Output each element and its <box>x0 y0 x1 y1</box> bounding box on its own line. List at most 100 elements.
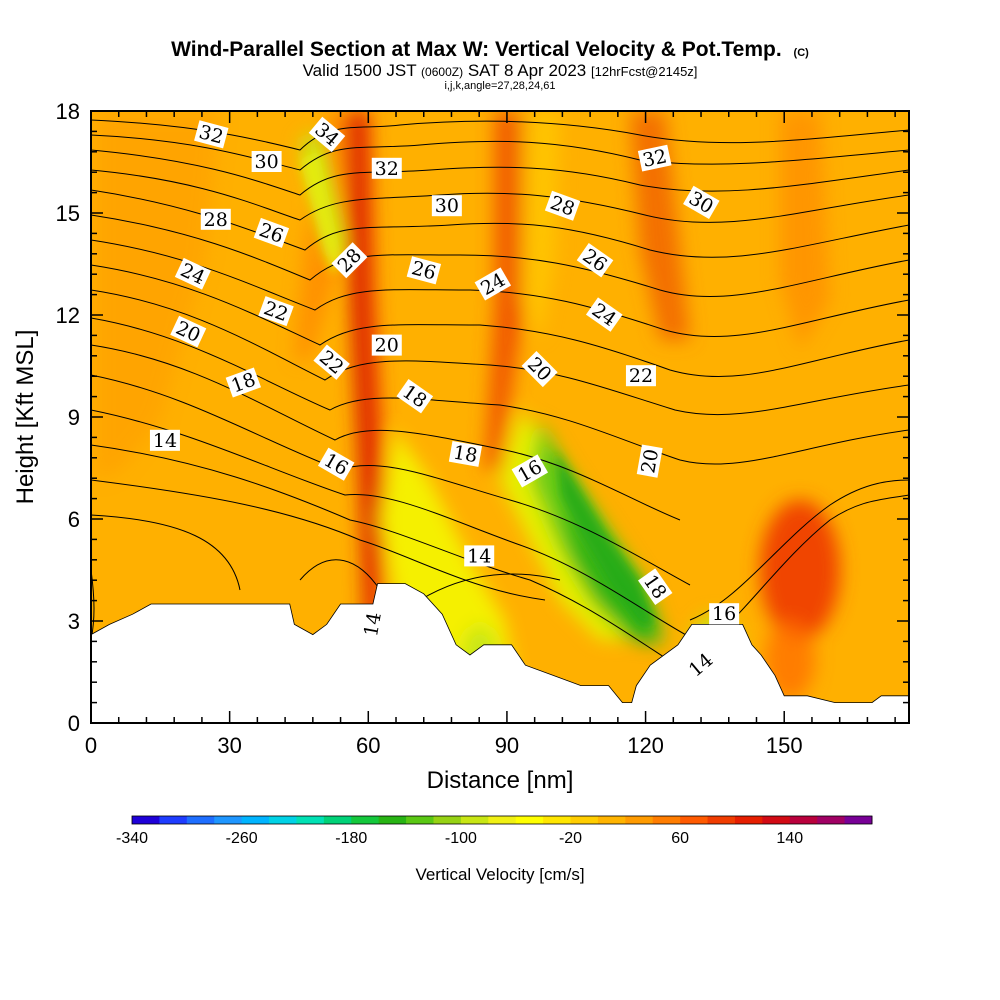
isentrope-line <box>91 374 691 586</box>
colorbar-frame <box>131 815 873 825</box>
colorbar-swatch <box>488 816 517 824</box>
isentrope-line <box>91 514 561 601</box>
y-tick-label: 18 <box>56 99 80 124</box>
colorbar-swatch <box>378 816 407 824</box>
isentrope-label-bg <box>576 242 614 278</box>
isentrope-label-text: 28 <box>204 209 228 231</box>
x-tick-label: 0 <box>85 733 97 758</box>
isentrope-label-bg <box>585 297 623 332</box>
isentrope-line <box>91 264 909 378</box>
y-tick-label: 9 <box>68 405 80 430</box>
red-updraft-right <box>485 111 530 470</box>
isentrope-label-text: 20 <box>637 447 663 475</box>
isentrope-line <box>91 214 909 298</box>
velocity-field-detail <box>300 150 655 625</box>
isentrope-line <box>91 444 701 681</box>
isentrope-label: 30 <box>431 195 462 217</box>
colorbar-swatch <box>159 816 188 824</box>
isentrope-line <box>91 479 546 601</box>
isentrope-label-bg <box>371 157 402 179</box>
colorbar-swatch <box>214 816 243 824</box>
chart-params: i,j,k,angle=27,28,24,61 <box>444 80 555 92</box>
isentrope-label-bg <box>625 365 656 387</box>
isentrope-label-bg <box>683 185 720 219</box>
colorbar-swatch <box>570 816 599 824</box>
isentrope-label-bg <box>317 447 355 481</box>
x-axis-title: Distance [nm] <box>427 767 574 794</box>
isentrope-label-bg <box>544 190 581 221</box>
isentrope-label-bg <box>258 296 294 327</box>
isentrope-label-text: 20 <box>375 335 399 357</box>
isentrope-label-text: 16 <box>712 603 736 625</box>
isentrope-label-text: 14 <box>467 545 491 567</box>
isentrope-label-bg <box>638 568 673 606</box>
isentrope-line <box>91 189 909 258</box>
isentrope-label-bg <box>194 120 229 149</box>
isentrope-label-bg <box>521 351 558 388</box>
copyright-mark: (C) <box>794 47 810 59</box>
isentrope-line <box>91 344 681 521</box>
chart-title-text: Wind-Parallel Section at Max W: Vertical… <box>171 38 782 61</box>
isentrope-label: 20 <box>170 315 207 348</box>
isentrope-label-bg <box>313 344 350 380</box>
isentrope-label-bg <box>406 256 442 285</box>
colorbar-title: Vertical Velocity [cm/s] <box>415 865 584 884</box>
isentrope-label-bg <box>200 208 231 230</box>
y-tick-label: 3 <box>68 609 80 634</box>
isentrope-label: 20 <box>636 444 663 478</box>
isentrope-label-text: 18 <box>452 441 480 467</box>
isentrope-label-bg <box>511 454 549 488</box>
colorbar-swatch <box>625 816 654 824</box>
isentrope-label-bg <box>174 257 211 290</box>
isentrope-label-bg <box>359 607 386 641</box>
colorbar-swatch <box>460 816 489 824</box>
isentrope-line <box>689 479 909 621</box>
colorbar-swatch <box>241 816 270 824</box>
isentrope-label-bg <box>709 603 740 625</box>
colorbar-swatch <box>132 816 160 824</box>
subtitle-date: SAT 8 Apr 2023 <box>468 61 586 80</box>
colorbar-swatch <box>680 816 709 824</box>
isentrope-line <box>91 169 909 223</box>
isentrope-label: 14 <box>464 545 495 567</box>
isentrope-label: 14 <box>359 607 386 641</box>
chart-title: Wind-Parallel Section at Max W: Vertical… <box>171 38 809 61</box>
isentrope-label-bg <box>253 217 290 248</box>
colorbar-tick-label: 60 <box>671 830 689 847</box>
isentrope-label-bg <box>474 267 512 301</box>
y-tick-label: 0 <box>68 711 80 736</box>
colorbar-swatch <box>515 816 544 824</box>
updraft-lowlevel <box>760 500 840 640</box>
colorbar-swatch <box>734 816 763 824</box>
x-tick-label: 30 <box>217 733 241 758</box>
updraft-east <box>780 111 830 350</box>
isentrope-label: 32 <box>637 144 672 172</box>
x-tick-label: 150 <box>766 733 803 758</box>
x-axis: 0 30 60 90 120 150 <box>85 111 896 758</box>
colorbar-tick-label: -260 <box>226 830 258 847</box>
isentrope-label: 20 <box>371 334 402 357</box>
isentrope-label: 16 <box>709 603 740 625</box>
chart-subtitle: Valid 1500 JST (0600Z) SAT 8 Apr 2023 [1… <box>303 61 698 80</box>
isentrope-label-bg <box>464 545 495 567</box>
colorbar-swatch <box>543 816 572 824</box>
y-tick-label: 6 <box>68 507 80 532</box>
x-tick-label: 60 <box>356 733 380 758</box>
subtitle-utc: (0600Z) <box>421 65 463 79</box>
isentrope-label-bg <box>170 315 207 348</box>
x-tick-label: 120 <box>627 733 664 758</box>
isentrope-line <box>91 239 909 338</box>
isentrope-label-bg <box>637 144 672 172</box>
isentrope-label-bg <box>431 195 462 217</box>
colorbar-tick-label: 140 <box>776 830 803 847</box>
colorbar-tick-label: -100 <box>445 830 477 847</box>
colorbar-swatch <box>296 816 325 824</box>
isentrope-label-text: 30 <box>435 195 459 217</box>
colorbar-tick-label: -180 <box>335 830 367 847</box>
colorbar-swatch <box>817 816 846 824</box>
colorbar-swatch <box>652 816 681 824</box>
colorbar-tick-label: -340 <box>116 830 148 847</box>
isentrope-label-bg <box>225 367 262 398</box>
